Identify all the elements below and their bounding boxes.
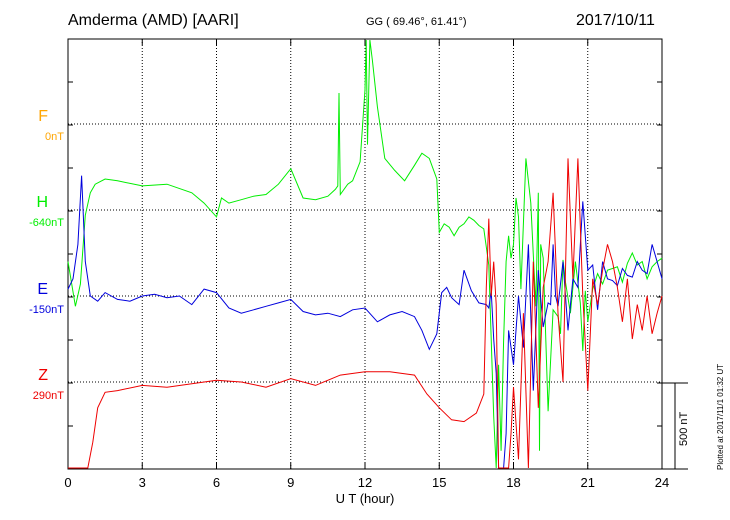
- x-tick-label: 0: [64, 475, 72, 490]
- x-tick-label: 6: [212, 475, 221, 490]
- x-axis-ticks: [67, 39, 663, 469]
- series-name-e: E: [37, 281, 48, 298]
- x-tick-label: 15: [432, 475, 447, 490]
- series-name-z: Z: [38, 367, 48, 384]
- series-base-h: -640nT: [29, 217, 64, 229]
- station-title: Amderma (AMD) [AARI]: [68, 12, 239, 29]
- x-tick-label: 21: [580, 475, 595, 490]
- series-base-z: 290nT: [32, 390, 64, 402]
- scale-bar-label: 500 nT: [678, 411, 690, 446]
- geo-coordinates: GG ( 69.46°, 61.41°): [366, 16, 467, 28]
- series-base-f: 0nT: [45, 131, 64, 143]
- series-line-h: [67, 39, 663, 469]
- x-tick-label: 18: [506, 475, 521, 490]
- x-tick-label: 3: [138, 475, 146, 490]
- series-line-e: [67, 175, 663, 469]
- plot-date: 2017/10/11: [576, 12, 655, 29]
- x-tick-label: 24: [654, 475, 670, 490]
- x-tick-label: 12: [357, 475, 373, 490]
- data-series: [67, 39, 663, 469]
- x-axis-label: U T (hour): [335, 491, 395, 506]
- plot-frame: [67, 38, 663, 470]
- plotted-timestamp: Plotted at 2017/11/1 01:32 UT: [716, 363, 725, 470]
- series-name-h: H: [36, 194, 48, 211]
- series-line-z: [68, 158, 663, 469]
- series-base-e: -150nT: [29, 304, 64, 316]
- grid-lines: [68, 39, 662, 469]
- scale-bar: [662, 382, 688, 470]
- x-tick-label: 9: [287, 475, 295, 490]
- series-name-f: F: [38, 108, 48, 125]
